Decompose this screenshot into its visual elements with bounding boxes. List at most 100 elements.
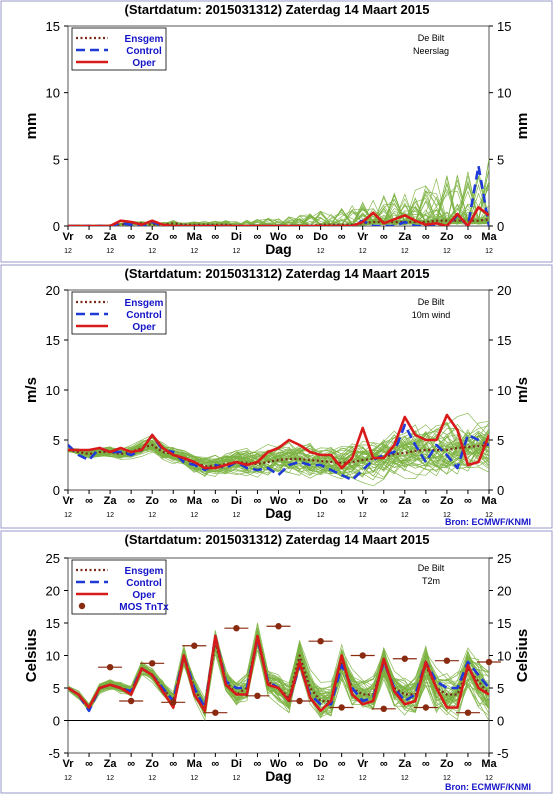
ytick-label-right: 0 (497, 714, 504, 729)
chart-title: (Startdatum: 2015031312) Zaterdag 14 Maa… (125, 266, 430, 281)
ytick-label-right: 5 (497, 433, 504, 448)
xtick-hour-label: 12 (359, 512, 367, 519)
panel-border (0, 530, 553, 794)
xtick-hour-label: 12 (148, 248, 156, 255)
xtick-label: ∞ (296, 495, 304, 507)
x-axis-label: Dag (265, 768, 291, 784)
y-axis-label-right: mm (514, 113, 531, 140)
mos-point (401, 655, 408, 662)
xtick-hour-label: 12 (485, 248, 493, 255)
xtick-label: ∞ (211, 758, 219, 770)
y-axis-label-right: m/s (514, 377, 531, 403)
xtick-label: Di (231, 758, 242, 770)
xtick-hour-label: 12 (401, 512, 409, 519)
ytick-label-right: 15 (497, 19, 511, 34)
xtick-hour-label: 12 (148, 512, 156, 519)
main-series (68, 164, 489, 226)
mos-point (296, 697, 303, 705)
series-oper-line (68, 413, 489, 470)
series-oper-line (68, 634, 489, 713)
ytick-label-left: 5 (53, 433, 60, 448)
xtick-label: Za (104, 495, 118, 507)
ytick-label-right: 0 (497, 483, 504, 498)
xtick-label: Zo (145, 231, 159, 243)
panel-temperature: (Startdatum: 2015031312) Zaterdag 14 Maa… (0, 530, 553, 794)
xtick-label: Vr (62, 231, 74, 243)
xtick-label: Zo (145, 495, 159, 507)
series-oper-line (68, 206, 489, 226)
xtick-label: Do (313, 495, 328, 507)
ytick-label-left: 15 (46, 19, 60, 34)
legend-label: Control (126, 46, 162, 57)
xtick-hour-label: 12 (275, 248, 283, 255)
xtick-label: Vr (62, 758, 74, 770)
xtick-label: ∞ (422, 231, 430, 243)
xtick-label: Ma (481, 495, 497, 507)
xtick-hour-label: 12 (359, 775, 367, 782)
xtick-hour-label: 12 (401, 248, 409, 255)
mos-point (254, 692, 261, 699)
chart-title: (Startdatum: 2015031312) Zaterdag 14 Maa… (125, 2, 430, 17)
main-series (68, 634, 489, 713)
ensemble-members (68, 158, 489, 226)
mos-point (212, 709, 219, 716)
mos-point (464, 709, 472, 716)
y-axis-label-right: Celsius (514, 629, 531, 682)
xtick-hour-label: 12 (64, 248, 72, 255)
source-label: Bron: ECMWF/KNMI (445, 517, 531, 527)
xtick-label: Zo (145, 758, 159, 770)
xtick-label: ∞ (127, 495, 135, 507)
xtick-label: ∞ (254, 231, 262, 243)
ytick-label-right: 20 (497, 283, 511, 298)
xtick-label: ∞ (169, 758, 177, 770)
xtick-label: ∞ (380, 758, 388, 770)
legend-label: Oper (132, 590, 155, 601)
xtick-label: Ma (187, 231, 203, 243)
xtick-label: ∞ (254, 758, 262, 770)
xtick-label: ∞ (422, 495, 430, 507)
xtick-label: ∞ (338, 758, 346, 770)
ensemble-member-line (68, 434, 489, 487)
variable-label: Neerslag (413, 46, 449, 56)
mos-point (359, 652, 366, 659)
mos-point (380, 705, 387, 712)
ytick-label-left: 5 (53, 681, 60, 696)
xtick-label: ∞ (85, 495, 93, 507)
xtick-label: Vr (357, 231, 369, 243)
xtick-label: Ma (481, 758, 497, 770)
xtick-hour-label: 12 (317, 248, 325, 255)
x-axis-label: Dag (265, 241, 291, 257)
xtick-hour-label: 12 (233, 775, 241, 782)
xtick-hour-label: 12 (443, 512, 451, 519)
source-label: Bron: ECMWF/KNMI (445, 782, 531, 792)
xtick-label: Za (398, 758, 412, 770)
xtick-label: Di (231, 495, 242, 507)
ytick-label-right: 0 (497, 219, 504, 234)
xtick-label: Zo (440, 758, 454, 770)
xtick-hour-label: 12 (64, 775, 72, 782)
legend-label: Ensgem (125, 566, 164, 577)
mos-point (149, 660, 156, 667)
mos-point (338, 704, 345, 711)
ensemble-member-line (68, 427, 489, 478)
ytick-label-left: 25 (46, 551, 60, 566)
xtick-hour-label: 12 (443, 775, 451, 782)
ensemble-member-line (68, 622, 489, 712)
mos-point (443, 657, 451, 664)
xtick-hour-label: 12 (64, 512, 72, 519)
xtick-label: ∞ (464, 231, 472, 243)
ytick-label-right: 10 (497, 649, 511, 664)
panel-border (0, 264, 553, 529)
panel-border (0, 0, 553, 263)
xtick-hour-label: 12 (233, 512, 241, 519)
location-label: De Bilt (418, 563, 445, 573)
legend-label: MOS TnTx (119, 602, 169, 613)
legend-label: Control (126, 578, 162, 589)
ytick-label-left: 10 (46, 649, 60, 664)
x-axis-label: Dag (265, 505, 291, 521)
xtick-label: ∞ (338, 495, 346, 507)
legend-label: Ensgem (125, 34, 164, 45)
legend-label: Control (126, 310, 162, 321)
xtick-hour-label: 12 (275, 512, 283, 519)
